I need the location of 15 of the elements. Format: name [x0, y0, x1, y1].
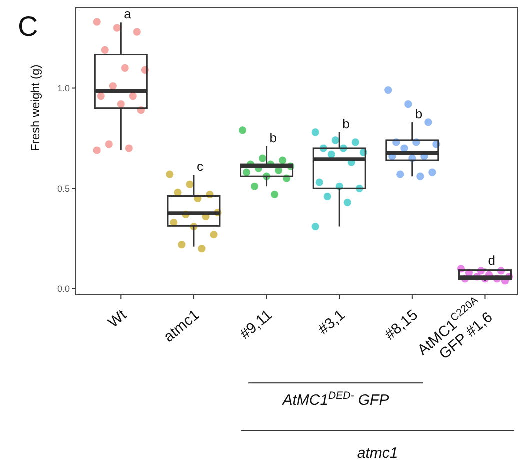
annotation: c [196, 159, 204, 174]
annotation: a [124, 6, 132, 22]
x-tick-label: Wt [105, 306, 131, 332]
x-tick-label: #3,1 [315, 306, 349, 338]
text: C [18, 11, 38, 42]
text: AtMC1$^{DED-}$ GFP [282, 390, 390, 409]
annotation: d [488, 252, 496, 268]
y-tick-label: 0.5 [57, 184, 70, 194]
annotation: b [342, 116, 350, 132]
y-tick-label: 0.0 [57, 284, 70, 294]
annotation: b [415, 106, 423, 122]
y-tick-label: 1.0 [57, 83, 70, 94]
y-axis-title: Fresh weight (g) [28, 64, 42, 152]
text: atmc1 [357, 445, 398, 462]
annotation: b [270, 130, 278, 146]
